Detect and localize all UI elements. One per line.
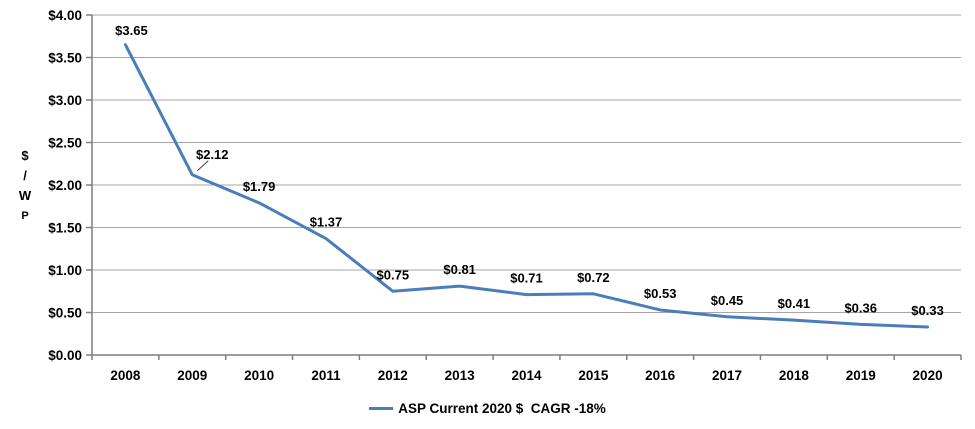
- y-axis-title-char: /: [23, 168, 27, 183]
- y-tick-label: $2.50: [48, 136, 82, 151]
- x-category-label: 2014: [511, 368, 542, 383]
- x-category-label: 2020: [913, 368, 943, 383]
- x-category-label: 2019: [846, 368, 876, 383]
- y-tick-label: $3.50: [48, 51, 82, 66]
- y-tick-label: $1.50: [48, 221, 82, 236]
- y-axis-title-char: W: [18, 188, 32, 203]
- data-label: $3.65: [115, 23, 148, 38]
- data-label: $0.45: [711, 293, 744, 308]
- data-label: $0.71: [510, 271, 543, 286]
- x-category-label: 2018: [779, 368, 810, 383]
- x-category-label: 2012: [378, 368, 408, 383]
- data-label: $1.37: [310, 215, 343, 230]
- data-label: $0.53: [644, 286, 677, 301]
- y-tick-label: $0.50: [48, 306, 82, 321]
- data-label: $0.81: [443, 262, 476, 277]
- y-tick-label: $4.00: [48, 8, 82, 23]
- data-label: $2.12: [196, 147, 229, 162]
- x-category-label: 2017: [712, 368, 742, 383]
- data-label: $0.75: [377, 267, 410, 282]
- data-label: $0.41: [778, 296, 811, 311]
- y-axis-title: $ / W P: [13, 146, 37, 226]
- x-category-label: 2010: [244, 368, 274, 383]
- x-category-label: 2009: [177, 368, 207, 383]
- y-tick-label: $3.00: [48, 93, 82, 108]
- legend: ASP Current 2020 $ CAGR -18%: [0, 398, 975, 418]
- y-tick-label: $1.00: [48, 263, 82, 278]
- x-category-label: 2008: [110, 368, 141, 383]
- x-category-label: 2011: [311, 368, 341, 383]
- data-label: $0.36: [844, 300, 877, 315]
- series-line: [123, 43, 930, 329]
- x-category-label: 2015: [578, 368, 609, 383]
- y-axis-title-char: P: [21, 210, 29, 222]
- y-axis-title-char: $: [21, 148, 29, 163]
- legend-line-marker: [369, 406, 394, 410]
- data-label: $1.79: [243, 179, 276, 194]
- data-label: $0.72: [577, 270, 610, 285]
- x-category-label: 2013: [445, 368, 476, 383]
- label-leader-line: [196, 160, 209, 172]
- legend-label: ASP Current 2020 $ CAGR -18%: [398, 400, 606, 416]
- y-tick-label: $2.00: [48, 178, 82, 193]
- x-category-label: 2016: [645, 368, 676, 383]
- y-tick-label: $0.00: [48, 348, 82, 363]
- data-label: $0.33: [911, 303, 944, 318]
